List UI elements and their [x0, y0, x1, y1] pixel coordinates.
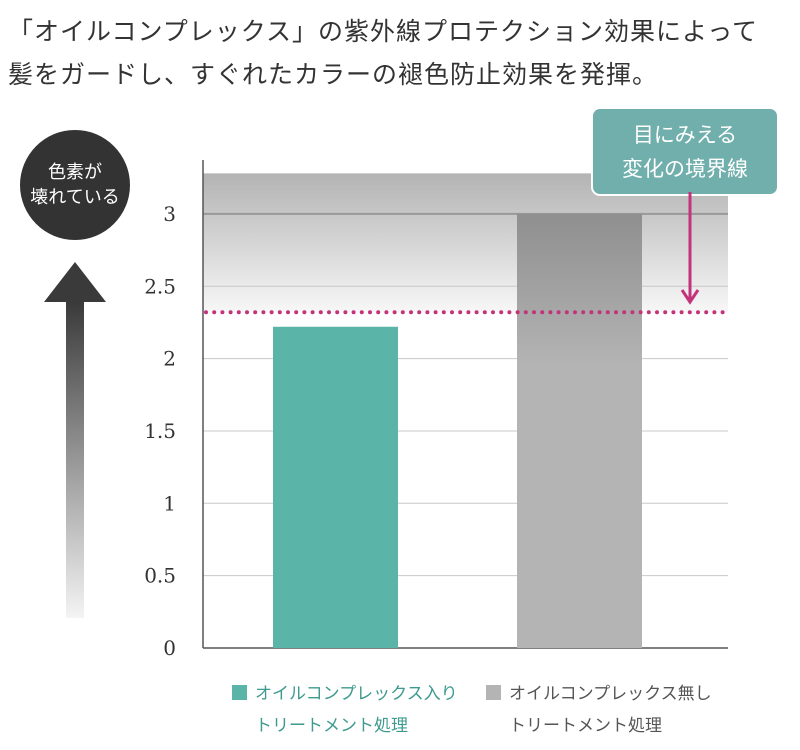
legend-swatch: [486, 685, 501, 700]
title-line-2: 髪をガードし、すぐれたカラーの褪色防止効果を発揮。: [8, 60, 659, 89]
legend-label: トリートメント処理: [255, 716, 408, 736]
y-tick-label: 2.5: [144, 274, 176, 298]
y-tick-label: 0: [163, 636, 176, 660]
side-label-circle: [20, 130, 130, 240]
y-tick-label: 1.5: [144, 419, 176, 443]
legend-label: オイルコンプレックス入り: [255, 684, 458, 704]
callout-box: [591, 107, 779, 196]
y-tick-label: 3: [163, 202, 176, 226]
title-line-1: 「オイルコンプレックス」の紫外線プロテクション効果によって: [8, 17, 759, 46]
bar-2: [517, 213, 642, 648]
legend-swatch: [232, 685, 247, 700]
callout-line-1: 目にみえる: [633, 123, 737, 147]
callout-arrow-icon: [680, 289, 700, 305]
bar-1: [273, 326, 398, 648]
legend-label: オイルコンプレックス無し: [509, 684, 712, 704]
page-title: 「オイルコンプレックス」の紫外線プロテクション効果によって 髪をガードし、すぐれ…: [8, 10, 758, 96]
callout-line-2: 変化の境界線: [622, 157, 748, 181]
side-label-line-2: 壊れている: [30, 187, 119, 208]
legend-label: トリートメント処理: [509, 716, 662, 736]
side-label-line-1: 色素が: [48, 162, 102, 183]
y-tick-label: 0.5: [144, 564, 176, 588]
y-tick-label: 1: [163, 491, 176, 515]
up-arrow-shaft: [66, 302, 84, 618]
up-arrow-head-icon: [44, 262, 106, 302]
y-tick-label: 2: [163, 347, 176, 371]
